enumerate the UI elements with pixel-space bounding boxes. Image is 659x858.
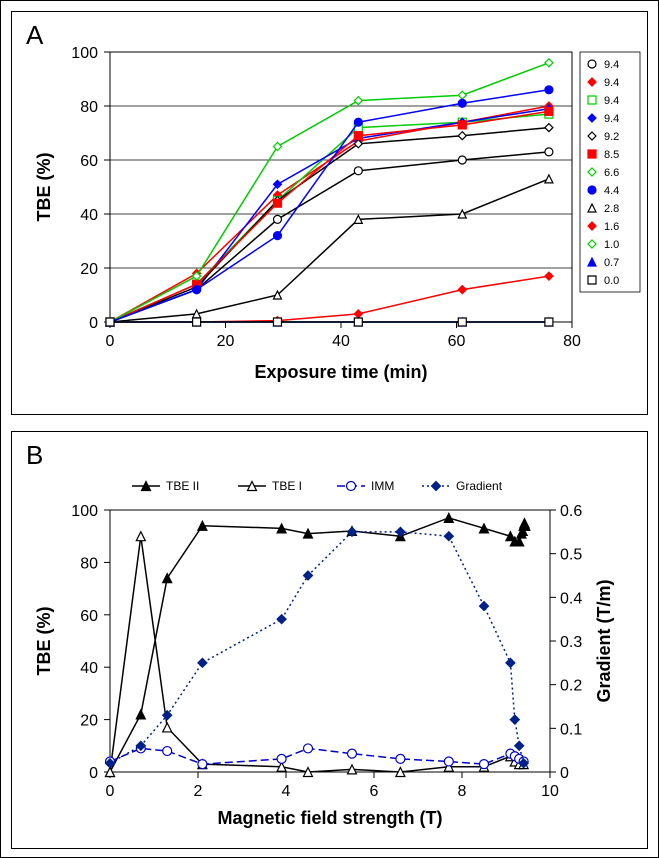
svg-text:0.4: 0.4	[560, 590, 582, 607]
svg-text:40: 40	[332, 333, 350, 350]
svg-text:10: 10	[541, 783, 559, 800]
svg-text:20: 20	[80, 713, 98, 730]
svg-text:60: 60	[80, 153, 98, 170]
svg-text:6.6: 6.6	[604, 167, 619, 179]
svg-text:4: 4	[282, 783, 291, 800]
svg-text:0.2: 0.2	[560, 678, 582, 695]
svg-text:9.2: 9.2	[604, 131, 619, 143]
chart-page: A 020406080020406080100Exposure time (mi…	[0, 0, 659, 858]
svg-text:80: 80	[80, 99, 98, 116]
svg-text:6: 6	[370, 783, 379, 800]
svg-text:20: 20	[217, 333, 235, 350]
svg-text:100: 100	[71, 45, 98, 62]
svg-text:TBE (%): TBE (%)	[34, 607, 54, 676]
svg-text:80: 80	[563, 333, 581, 350]
svg-text:0.7: 0.7	[604, 257, 619, 269]
svg-text:Gradient: Gradient	[456, 479, 503, 493]
svg-text:9.4: 9.4	[604, 95, 619, 107]
svg-text:TBE I: TBE I	[272, 479, 302, 493]
svg-text:0: 0	[560, 765, 569, 782]
svg-text:8: 8	[458, 783, 467, 800]
svg-text:0: 0	[106, 783, 115, 800]
svg-text:0: 0	[89, 765, 98, 782]
svg-text:Gradient (T/m): Gradient (T/m)	[594, 579, 614, 702]
svg-text:9.4: 9.4	[604, 59, 619, 71]
svg-text:60: 60	[448, 333, 466, 350]
svg-text:TBE II: TBE II	[166, 479, 199, 493]
svg-text:IMM: IMM	[371, 479, 394, 493]
svg-text:0.5: 0.5	[560, 547, 582, 564]
svg-text:4.4: 4.4	[604, 185, 619, 197]
svg-text:Exposure time (min): Exposure time (min)	[254, 362, 427, 382]
svg-text:0: 0	[89, 315, 98, 332]
svg-text:40: 40	[80, 660, 98, 677]
svg-text:0: 0	[106, 333, 115, 350]
svg-text:9.4: 9.4	[604, 77, 619, 89]
svg-text:Magnetic field strength (T): Magnetic field strength (T)	[218, 808, 443, 828]
svg-text:60: 60	[80, 608, 98, 625]
chart-a: 0 20 40 60 80 0 20 40 60 80 100 Exposure time (min)…	[12, 12, 647, 414]
svg-text:8.5: 8.5	[604, 149, 619, 161]
svg-text:TBE (%): TBE (%)	[34, 153, 54, 222]
svg-text:0.6: 0.6	[560, 503, 582, 520]
svg-text:1.0: 1.0	[604, 239, 619, 251]
svg-text:2.8: 2.8	[604, 203, 619, 215]
svg-text:0.0: 0.0	[604, 275, 619, 287]
panel-a: A 020406080020406080100Exposure time (mi…	[11, 11, 648, 415]
svg-text:1.6: 1.6	[604, 221, 619, 233]
svg-text:2: 2	[194, 783, 203, 800]
chart-b: 024681002040608010000.10.20.30.40.50.6Ma…	[12, 432, 647, 848]
svg-text:80: 80	[80, 555, 98, 572]
panel-b: B 024681002040608010000.10.20.30.40.50.6…	[11, 431, 648, 849]
svg-text:0.3: 0.3	[560, 634, 582, 651]
svg-text:40: 40	[80, 207, 98, 224]
svg-text:9.4: 9.4	[604, 113, 619, 125]
svg-text:100: 100	[71, 503, 98, 520]
svg-text:20: 20	[80, 261, 98, 278]
svg-text:0.1: 0.1	[560, 721, 582, 738]
